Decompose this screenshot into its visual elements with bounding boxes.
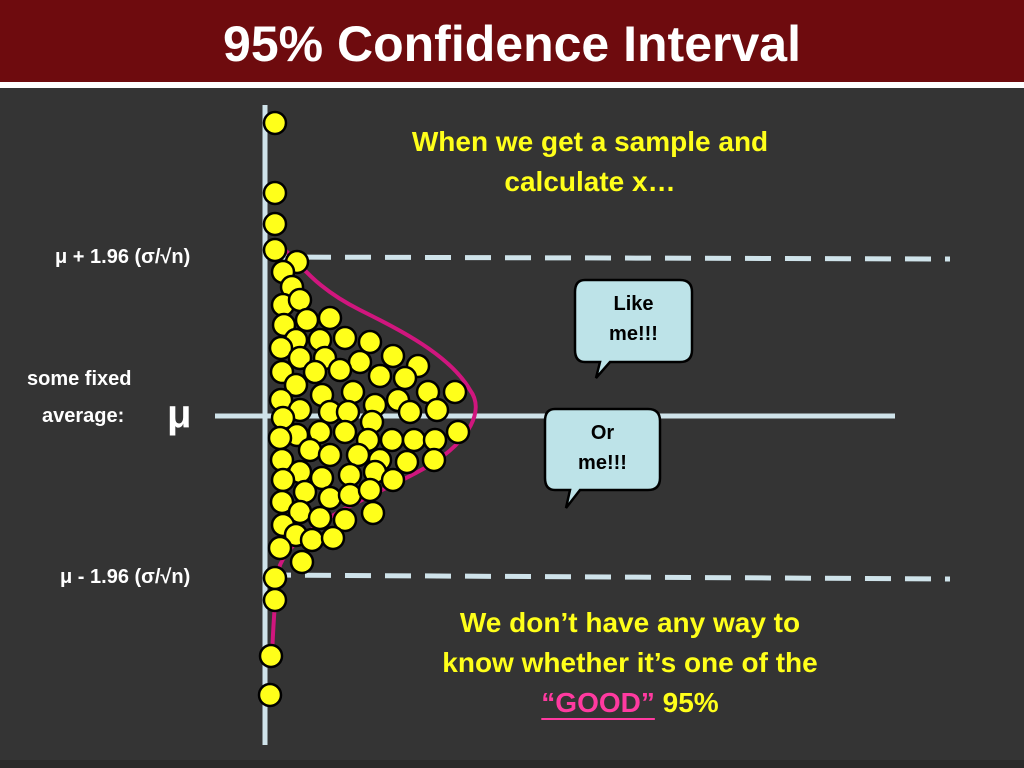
- sample-mean-dot: [392, 365, 418, 391]
- sample-mean-dot: [360, 500, 386, 526]
- sample-mean-dot: [257, 682, 283, 708]
- sample-mean-dot: [287, 287, 313, 313]
- sample-mean-dot: [268, 335, 294, 361]
- sample-mean-dot: [320, 525, 346, 551]
- speech-bubble-or: [543, 407, 662, 509]
- lower-bound-line: [264, 572, 951, 582]
- upper-bound-line: [264, 254, 951, 262]
- sample-mean-dot: [262, 565, 288, 591]
- sample-mean-dot: [332, 325, 358, 351]
- top-caption-line2: calculate x…: [504, 166, 676, 197]
- sample-mean-dot: [302, 359, 328, 385]
- bottom-caption-line2: know whether it’s one of the: [442, 647, 818, 678]
- sample-mean-dot: [380, 343, 406, 369]
- sample-mean-dot: [347, 349, 373, 375]
- sample-mean-dot: [379, 427, 405, 453]
- sample-mean-dot: [397, 399, 423, 425]
- sample-mean-dot: [345, 442, 371, 468]
- sample-mean-dot: [287, 345, 313, 371]
- or-bubble-text: Or me!!!: [545, 418, 660, 478]
- bottom-caption-tail: 95%: [654, 687, 719, 718]
- sample-mean-dot: [262, 587, 288, 613]
- sample-mean-dot: [380, 467, 406, 493]
- sample-mean-dot: [421, 447, 447, 473]
- mu-symbol: μ: [167, 392, 192, 436]
- sample-mean-dot: [262, 180, 288, 206]
- sample-mean-dot: [297, 437, 323, 463]
- like-line1: Like: [613, 293, 654, 315]
- sample-mean-dot: [337, 462, 363, 488]
- fixed-average-line1: some fixed: [27, 368, 132, 390]
- sample-mean-dot: [337, 482, 363, 508]
- sample-mean-dot: [401, 427, 427, 453]
- top-caption: When we get a sample and calculate x…: [340, 122, 840, 202]
- lower-bound-label: μ - 1.96 (σ/√n): [60, 566, 191, 588]
- sample-mean-dot: [317, 442, 343, 468]
- sample-mean-dot: [283, 372, 309, 398]
- sample-mean-dot: [262, 211, 288, 237]
- upper-bound-label: μ + 1.96 (σ/√n): [55, 246, 191, 268]
- sample-mean-dot: [267, 535, 293, 561]
- fixed-average-line2: average:: [42, 405, 125, 427]
- sample-mean-dot: [340, 379, 366, 405]
- sample-mean-dot: [335, 399, 361, 425]
- bottom-caption-line3: “GOOD” 95%: [380, 683, 880, 723]
- sample-means: [257, 110, 471, 708]
- sample-mean-dot: [424, 397, 450, 423]
- sample-mean-dot: [317, 305, 343, 331]
- sample-mean-dot: [289, 549, 315, 575]
- sample-mean-dot: [292, 479, 318, 505]
- like-bubble-text: Like me!!!: [575, 289, 692, 349]
- sample-mean-dot: [294, 307, 320, 333]
- sample-mean-dot: [445, 419, 471, 445]
- sample-mean-dot: [258, 643, 284, 669]
- top-caption-line1: When we get a sample and: [411, 126, 769, 157]
- sample-mean-dot: [267, 425, 293, 451]
- sample-mean-dot: [317, 485, 343, 511]
- sample-mean-dot: [357, 477, 383, 503]
- slide-title: 95% Confidence Interval: [223, 16, 801, 72]
- bottom-caption-line1: We don’t have any way to: [459, 607, 801, 638]
- sample-mean-dot: [442, 379, 468, 405]
- sample-mean-dot: [332, 507, 358, 533]
- sample-mean-dot: [332, 419, 358, 445]
- bottom-caption: We don’t have any way to know whether it…: [380, 603, 880, 723]
- sample-mean-dot: [357, 329, 383, 355]
- sample-mean-dot: [422, 427, 448, 453]
- like-line2: me!!!: [609, 323, 658, 345]
- sample-mean-dot: [299, 527, 325, 553]
- sample-mean-dot: [327, 357, 353, 383]
- sample-mean-dot: [262, 237, 288, 263]
- title-bar: 95% Confidence Interval: [0, 0, 1024, 88]
- speech-bubble-like: [573, 278, 694, 379]
- sample-mean-dot: [262, 110, 288, 136]
- sample-mean-dot: [367, 363, 393, 389]
- sample-mean-dot: [394, 449, 420, 475]
- sample-mean-dot: [307, 505, 333, 531]
- or-line2: me!!!: [578, 452, 627, 474]
- bottom-strip: [0, 760, 1024, 768]
- good-text: “GOOD”: [541, 687, 655, 718]
- or-line1: Or: [590, 422, 615, 444]
- sample-mean-dot: [270, 467, 296, 493]
